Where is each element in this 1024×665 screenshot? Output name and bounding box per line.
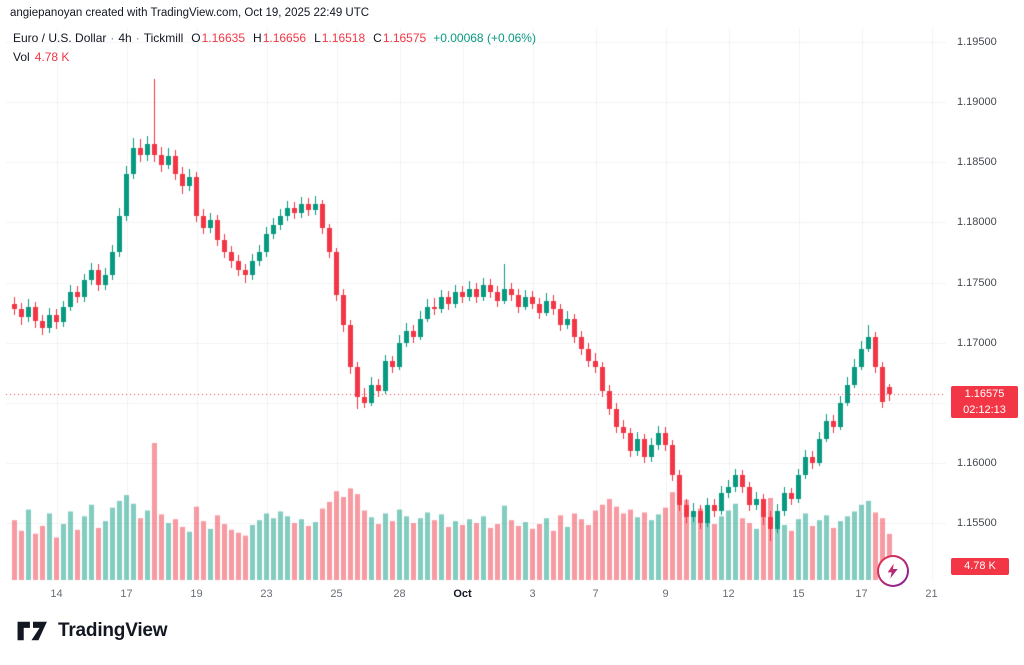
low-label: L bbox=[314, 31, 321, 45]
open-value: 1.16635 bbox=[201, 31, 246, 45]
exchange-name: Tickmill bbox=[143, 31, 184, 45]
separator-dot: · bbox=[135, 31, 140, 45]
interval-value[interactable]: 4h bbox=[118, 31, 132, 45]
bar-countdown: 02:12:13 bbox=[963, 403, 1006, 416]
time-tick: 17 bbox=[855, 588, 868, 600]
volume-axis-label: 4.78 K bbox=[951, 558, 1009, 575]
open-label: O bbox=[191, 31, 201, 45]
time-scale[interactable]: 14 17 19 23 25 28 Oct 3 7 9 12 15 17 21 bbox=[0, 588, 948, 608]
volume-legend-row: Vol 4.78 K bbox=[13, 50, 536, 65]
time-tick: 7 bbox=[592, 588, 599, 600]
low-value: 1.16518 bbox=[321, 31, 366, 45]
flash-boost-icon bbox=[877, 555, 909, 587]
price-tick: 1.15500 bbox=[957, 517, 997, 529]
price-tick: 1.16000 bbox=[957, 456, 997, 469]
time-tick: 23 bbox=[260, 588, 273, 600]
time-tick: 15 bbox=[792, 588, 805, 600]
time-tick: 3 bbox=[529, 588, 536, 600]
change-value: +0.00068 (+0.06%) bbox=[433, 31, 536, 45]
price-scale[interactable]: 1.19500 1.19000 1.18500 1.18000 1.17500 1.170… bbox=[948, 0, 1024, 610]
time-tick: Oct bbox=[453, 588, 472, 600]
last-price-value: 1.16575 bbox=[964, 387, 1005, 400]
time-tick: 12 bbox=[722, 588, 735, 600]
high-label: H bbox=[253, 31, 262, 45]
price-tick: 1.18500 bbox=[957, 156, 997, 169]
volume-value: 4.78 K bbox=[34, 50, 70, 64]
tradingview-logo-icon bbox=[17, 621, 47, 641]
price-tick: 1.17500 bbox=[957, 276, 997, 289]
tradingview-logo-text: TradingView bbox=[58, 620, 168, 641]
high-value: 1.16656 bbox=[262, 31, 307, 45]
tradingview-logo[interactable]: TradingView bbox=[16, 619, 168, 643]
symbol-header-row: Euro / U.S. Dollar · 4h · Tickmill O1.16635 H1… bbox=[13, 31, 536, 46]
time-tick: 19 bbox=[190, 588, 203, 600]
last-price-label: 1.16575 02:12:13 bbox=[951, 385, 1018, 418]
lightning-bolt-icon bbox=[887, 563, 898, 579]
attribution-text: angiepanoyan created with TradingView.co… bbox=[10, 7, 370, 19]
chart-legend: Euro / U.S. Dollar · 4h · Tickmill O1.16635 H1… bbox=[13, 31, 536, 65]
time-tick: 14 bbox=[50, 588, 63, 600]
close-label: C bbox=[373, 31, 382, 45]
volume-label: Vol bbox=[13, 50, 30, 64]
time-tick: 28 bbox=[393, 588, 406, 600]
time-tick: 9 bbox=[662, 588, 669, 600]
symbol-title[interactable]: Euro / U.S. Dollar bbox=[13, 31, 107, 45]
time-tick: 17 bbox=[120, 588, 133, 600]
price-tick: 1.19000 bbox=[957, 96, 997, 109]
time-tick: 21 bbox=[925, 588, 938, 600]
time-tick: 25 bbox=[330, 588, 343, 600]
separator-dot: · bbox=[110, 31, 115, 45]
price-tick: 1.19500 bbox=[957, 36, 997, 48]
price-tick: 1.17000 bbox=[957, 336, 997, 349]
close-value: 1.16575 bbox=[382, 31, 427, 45]
price-tick: 1.18000 bbox=[957, 216, 997, 229]
